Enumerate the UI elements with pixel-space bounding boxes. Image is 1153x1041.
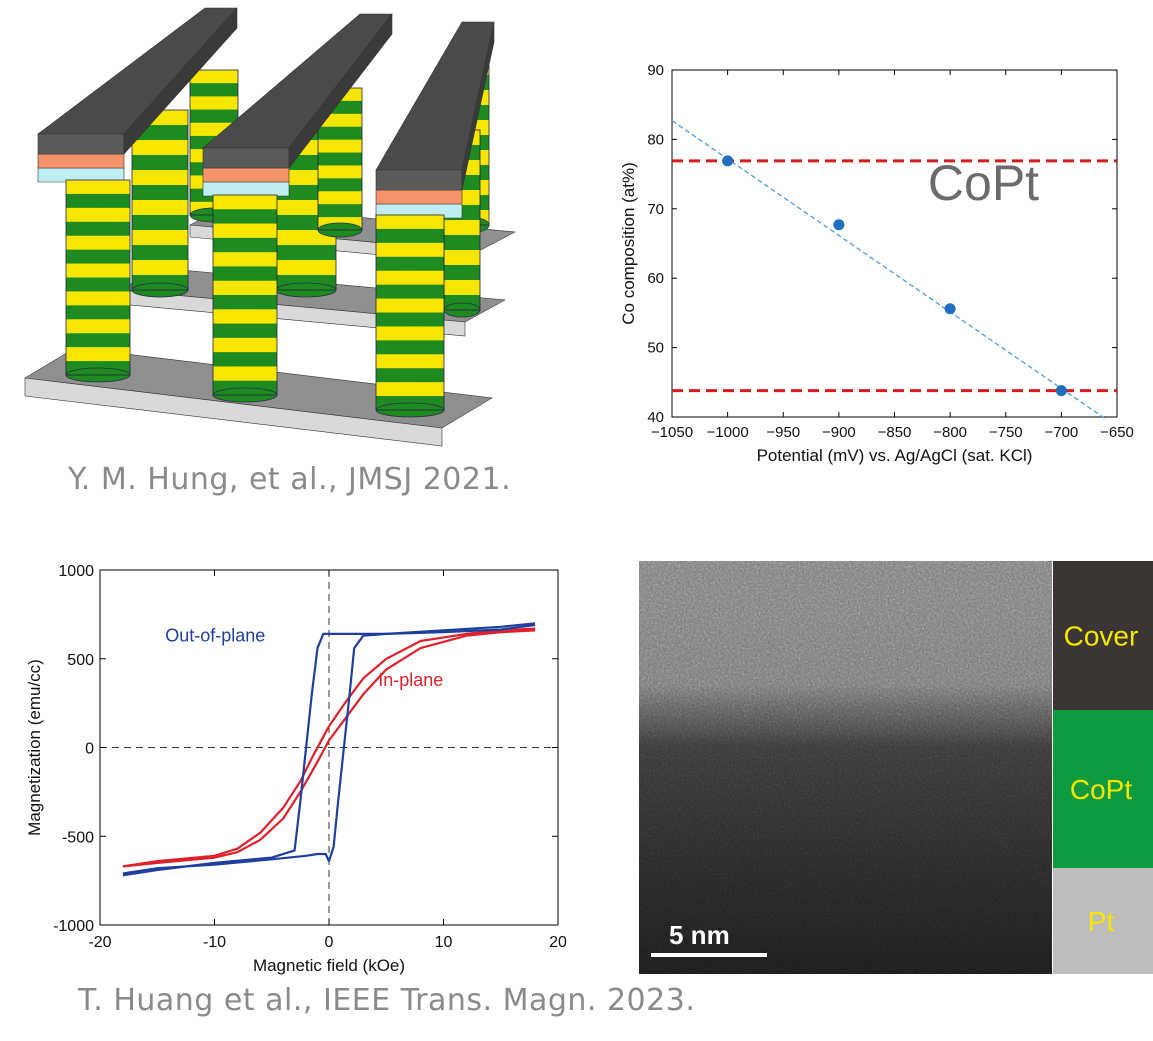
y-tick-label: 1000 [58, 563, 94, 580]
x-tick-label: −800 [933, 424, 967, 441]
y-axis-label: Co composition (at%) [619, 162, 638, 325]
layer-block: CoPt [1053, 710, 1153, 868]
series-line [122, 627, 536, 868]
chart-annotation: CoPt [928, 155, 1039, 211]
x-tick-label: −650 [1100, 424, 1134, 441]
co-composition-chart: −1050 −1000 −950 −900 −850 −800 −750 −700 −650 40… [619, 62, 1134, 465]
pillar-front-left [65, 179, 131, 383]
x-tick-label: −750 [989, 424, 1023, 441]
y-tick-label: -1000 [53, 918, 94, 935]
data-point [833, 219, 845, 231]
x-tick-label: −1000 [707, 424, 749, 441]
hysteresis-loop-chart: -20 -10 0 10 20 -1000 -500 0 500 1000 Magnetic fie… [25, 563, 567, 975]
layer-label: Pt [1088, 906, 1115, 937]
data-point [722, 155, 734, 167]
series-line [122, 622, 536, 877]
y-tick-label: 0 [85, 741, 94, 758]
citation-bottom: T. Huang et al., IEEE Trans. Magn. 2023. [78, 983, 696, 1018]
y-tick-label: 90 [647, 62, 664, 79]
pillar-middle-left [131, 109, 189, 298]
series-line [122, 629, 536, 868]
y-tick-label: 40 [647, 409, 664, 426]
x-tick-label: −1050 [651, 424, 693, 441]
x-tick-label: 20 [549, 934, 567, 951]
top-electrode-middle [202, 13, 393, 197]
top-electrode-left [37, 7, 238, 183]
series-label: Out-of-plane [165, 626, 265, 646]
pillar-front-center [212, 194, 278, 403]
citation-top: Y. M. Hung, et al., JMSJ 2021. [68, 462, 512, 497]
y-tick-label: -500 [62, 829, 94, 846]
layer-label: Cover [1064, 621, 1139, 652]
y-tick-label: 60 [647, 270, 664, 287]
tem-micrograph: 5 nm Cover CoPt Pt [639, 561, 1153, 974]
series-label: In-plane [378, 670, 443, 690]
pillar-front-right [375, 214, 445, 418]
x-tick-label: −900 [822, 424, 856, 441]
fit-line [671, 120, 1107, 420]
y-axis-label: Magnetization (emu/cc) [25, 659, 44, 836]
y-tick-label: 500 [67, 652, 94, 669]
x-tick-label: -10 [203, 934, 226, 951]
x-axis-label: Magnetic field (kOe) [253, 956, 405, 975]
plot-frame [671, 69, 1118, 418]
layer-label: CoPt [1070, 774, 1132, 805]
y-tick-label: 50 [647, 340, 664, 357]
x-tick-label: −700 [1044, 424, 1078, 441]
layer-block: Pt [1053, 868, 1153, 974]
x-tick-label: −950 [766, 424, 800, 441]
x-tick-label: −850 [878, 424, 912, 441]
x-tick-label: 0 [325, 934, 334, 951]
y-tick-label: 80 [647, 131, 664, 148]
layer-block: Cover [1053, 561, 1153, 710]
x-tick-label: 10 [435, 934, 453, 951]
x-tick-label: -20 [88, 934, 111, 951]
y-tick-label: 70 [647, 201, 664, 218]
data-point [944, 303, 956, 315]
nanowire-array-schematic [24, 7, 517, 447]
top-electrode-right [375, 21, 495, 219]
pillar-middle-far [317, 87, 363, 238]
data-point [1055, 385, 1067, 397]
x-axis-label: Potential (mV) vs. Ag/AgCl (sat. KCl) [757, 446, 1033, 465]
scale-bar-label: 5 nm [669, 920, 730, 950]
